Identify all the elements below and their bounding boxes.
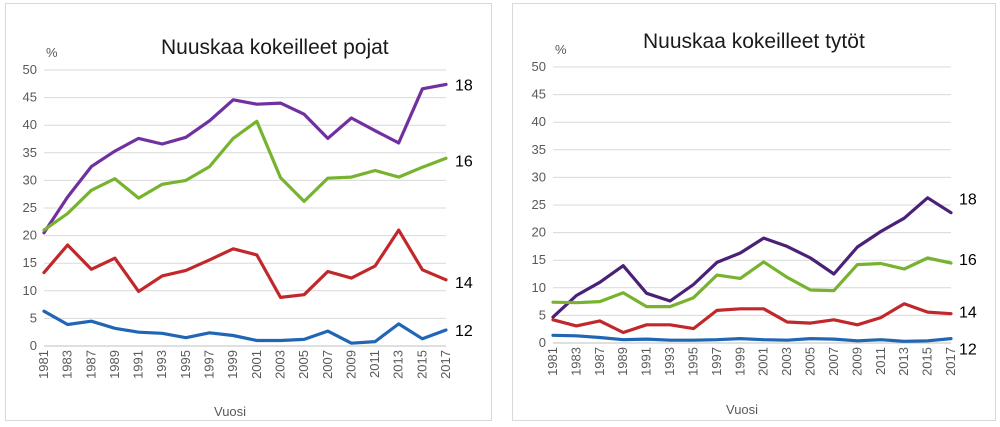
boys-series-line-18: [42, 82, 448, 235]
boys-y-tick-label: 45: [23, 90, 37, 105]
girls-y-tick-label: 40: [532, 114, 546, 129]
boys-y-tick-label: 35: [23, 145, 37, 160]
girls-y-tick-label: 45: [532, 87, 546, 102]
boys-x-tick-label: 2017: [438, 350, 453, 379]
boys-x-tick-label: 2001: [249, 350, 264, 379]
boys-chart-title: Nuuskaa kokeilleet pojat: [161, 36, 389, 59]
chart-boys: 0 5 10 15 20 25 30 35 40 45 50 1981 1983 1987 1989 1991…: [23, 36, 473, 419]
boys-y-tick-label: 50: [23, 62, 37, 77]
girls-series-label-18: 18: [959, 192, 977, 209]
boys-x-tick-label: 2007: [320, 350, 335, 379]
boys-y-tick-label: 20: [23, 228, 37, 243]
girls-x-tick-label: 1989: [615, 347, 630, 376]
boys-series-label-18: 18: [455, 77, 473, 94]
boys-x-tick-label: 2011: [367, 350, 382, 378]
boys-series-line-12: [42, 309, 448, 345]
girls-x-tick-label: 2001: [756, 347, 771, 376]
girls-x-tick-label: 2007: [826, 347, 841, 376]
girls-y-tick-label: 30: [532, 169, 546, 184]
girls-x-tick-label: 1981: [545, 347, 560, 376]
girls-x-tick-label: 2017: [943, 347, 958, 376]
girls-y-tick-label: 5: [539, 307, 546, 322]
girls-y-tick-label: 10: [532, 280, 546, 295]
boys-series-line-14: [42, 228, 448, 299]
girls-x-tick-label: 2009: [849, 347, 864, 376]
girls-x-axis-label: Vuosi: [726, 402, 758, 417]
boys-series-line-16: [42, 119, 448, 232]
girls-x-tick-label: 2013: [896, 347, 911, 376]
girls-series-label-12: 12: [959, 342, 977, 359]
girls-x-tick-label: 1991: [639, 347, 654, 376]
boys-x-tick-label: 1981: [36, 350, 51, 379]
chart-girls: 0 5 10 15 20 25 30 35 40 45 50 1981 1983 1987 1989 1991…: [532, 30, 977, 417]
boys-x-tick-label: 1997: [202, 350, 217, 379]
boys-series-label-14: 14: [455, 275, 473, 292]
boys-y-tick-label: 10: [23, 283, 37, 298]
boys-x-tick-label: 1989: [107, 350, 122, 379]
boys-series-label-12: 12: [455, 323, 473, 340]
girls-y-tick-label: 35: [532, 142, 546, 157]
boys-x-tick-label: 2013: [391, 350, 406, 379]
boys-y-tick-label: 30: [23, 172, 37, 187]
girls-x-tick-label: 1987: [592, 347, 607, 376]
girls-series-label-16: 16: [959, 252, 977, 269]
girls-series-line-12: [551, 333, 953, 343]
boys-series-label-16: 16: [455, 153, 473, 170]
boys-x-tick-label: 1999: [225, 350, 240, 379]
boys-y-tick-label: 25: [23, 200, 37, 215]
girls-x-tick-label: 1983: [568, 347, 583, 376]
girls-x-tick-label: 2011: [873, 347, 888, 375]
girls-y-tick-label: 25: [532, 197, 546, 212]
boys-y-axis-unit: %: [46, 45, 58, 60]
boys-x-tick-label: 1987: [83, 350, 98, 379]
girls-y-tick-label: 50: [532, 59, 546, 74]
girls-x-tick-label: 1999: [732, 347, 747, 376]
boys-x-tick-label: 1983: [60, 350, 75, 379]
girls-x-tick-label: 1997: [709, 347, 724, 376]
girls-series-line-18: [551, 196, 953, 319]
girls-y-tick-label: 15: [532, 252, 546, 267]
girls-x-tick-label: 1995: [685, 347, 700, 376]
boys-x-tick-label: 1991: [131, 350, 146, 379]
boys-y-tick-label: 15: [23, 255, 37, 270]
girls-series-line-14: [551, 302, 953, 335]
girls-y-axis-unit: %: [555, 42, 567, 57]
boys-x-axis-label: Vuosi: [214, 404, 246, 419]
boys-x-tick-label: 2005: [296, 350, 311, 379]
girls-x-tick-label: 2005: [803, 347, 818, 376]
boys-y-tick-label: 5: [30, 310, 37, 325]
boys-y-tick-label: 0: [30, 338, 37, 353]
girls-series-label-14: 14: [959, 305, 977, 322]
boys-y-tick-label: 40: [23, 117, 37, 132]
girls-series-line-16: [551, 256, 953, 309]
girls-chart-title: Nuuskaa kokeilleet tytöt: [643, 30, 865, 53]
girls-x-tick-label: 2003: [779, 347, 794, 376]
boys-x-tick-label: 2003: [272, 350, 287, 379]
girls-x-tick-label: 1993: [662, 347, 677, 376]
boys-x-tick-label: 2009: [343, 350, 358, 379]
girls-y-tick-label: 0: [539, 335, 546, 350]
boys-x-tick-label: 1995: [178, 350, 193, 379]
chart-panel-girls: 0 5 10 15 20 25 30 35 40 45 50 1981 1983 1987 1989 1991…: [512, 3, 996, 421]
chart-panel-boys: 0 5 10 15 20 25 30 35 40 45 50 1981 1983 1987 1989 1991…: [5, 3, 492, 421]
boys-x-tick-label: 1993: [154, 350, 169, 379]
boys-x-tick-label: 2015: [414, 350, 429, 379]
girls-x-tick-label: 2015: [920, 347, 935, 376]
girls-y-tick-label: 20: [532, 225, 546, 240]
